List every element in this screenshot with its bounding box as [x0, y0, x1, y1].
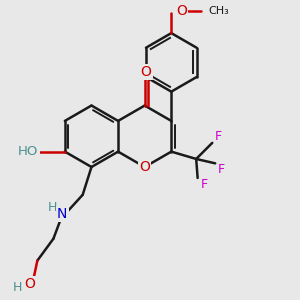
- Text: H: H: [13, 281, 22, 294]
- Text: HO: HO: [18, 145, 38, 158]
- Text: CH₃: CH₃: [209, 6, 230, 16]
- Text: O: O: [141, 65, 152, 79]
- Text: F: F: [218, 163, 225, 176]
- Text: N: N: [57, 207, 68, 221]
- Text: F: F: [215, 130, 222, 143]
- Text: O: O: [176, 4, 187, 18]
- Text: F: F: [200, 178, 208, 191]
- Text: O: O: [25, 277, 35, 291]
- Text: H: H: [48, 202, 58, 214]
- Text: O: O: [139, 160, 150, 174]
